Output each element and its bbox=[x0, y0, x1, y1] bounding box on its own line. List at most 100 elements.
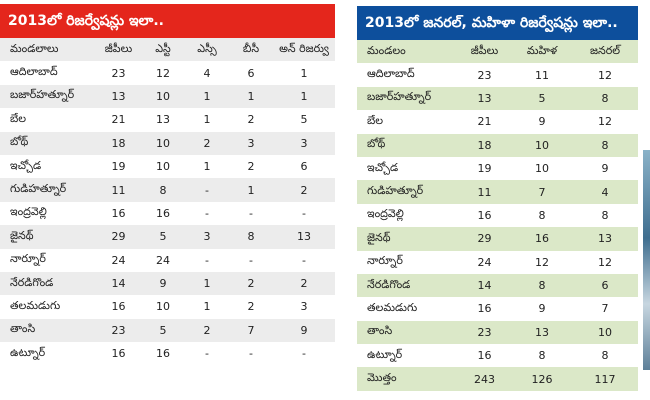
right-value-cell: 13 bbox=[535, 325, 549, 339]
left-table-row: బోథ్ 18 10 2 3 3 bbox=[0, 131, 335, 155]
left-value-cell: 16 bbox=[111, 206, 126, 220]
left-value-cell: - bbox=[302, 253, 306, 267]
right-value-cell: 6 bbox=[601, 279, 609, 293]
left-value-cell: 7 bbox=[247, 323, 255, 337]
right-value-cell: 8 bbox=[601, 91, 609, 105]
left-value-cell: 2 bbox=[247, 160, 255, 174]
left-table-row: నేరడిగొండ 14 9 1 2 2 bbox=[0, 271, 335, 296]
right-value-cell: 8 bbox=[538, 279, 546, 293]
left-value-cell: 1 bbox=[203, 300, 211, 314]
right-value-cell: 8 bbox=[538, 349, 546, 363]
right-mandal-cell: గుడిహత్నూర్ bbox=[367, 184, 424, 198]
right-mandal-cell: నార్నూర్ bbox=[367, 254, 403, 268]
left-mandal-cell: తలమడుగు bbox=[10, 298, 61, 312]
right-value-cell: 23 bbox=[477, 325, 492, 339]
left-mandal-cell: బజార్‌హత్నూర్ bbox=[10, 88, 75, 102]
left-value-cell: 10 bbox=[156, 136, 170, 150]
left-header-mandal: మండలాలు bbox=[10, 41, 59, 55]
left-value-cell: 1 bbox=[300, 89, 308, 103]
right-mandal-cell: బేల bbox=[367, 113, 384, 127]
left-value-cell: 5 bbox=[300, 113, 308, 127]
right-value-cell: 12 bbox=[598, 115, 612, 129]
right-value-cell: 10 bbox=[598, 325, 612, 339]
left-value-cell: 24 bbox=[156, 253, 170, 267]
left-table-row: ఆదిలాబాద్ 23 12 4 6 1 bbox=[0, 61, 335, 85]
right-value-cell: 16 bbox=[477, 208, 492, 222]
left-header-sc: ఎస్సీ bbox=[197, 41, 217, 55]
right-value-cell: 10 bbox=[535, 138, 549, 152]
left-value-cell: 9 bbox=[159, 277, 167, 291]
left-value-cell: - bbox=[205, 347, 209, 361]
left-value-cell: - bbox=[302, 347, 306, 361]
right-mandal-cell: ఉట్నూర్ bbox=[367, 347, 403, 361]
right-value-cell: 16 bbox=[535, 232, 549, 246]
left-header-gps: జీపీలు bbox=[104, 41, 133, 55]
right-value-cell: 126 bbox=[531, 372, 553, 386]
left-value-cell: 1 bbox=[203, 113, 211, 127]
left-value-cell: 10 bbox=[156, 300, 170, 314]
left-value-cell: 23 bbox=[111, 66, 126, 80]
right-table-row: జైనథ్ 29 16 13 bbox=[357, 227, 638, 251]
right-table-body: ఆదిలాబాద్ 23 11 12 బజార్‌హత్నూర్ 13 5 8 బేల 21 9 12… bbox=[357, 63, 638, 391]
right-mandal-cell: ఆదిలాబాద్ bbox=[367, 67, 415, 81]
left-value-cell: 1 bbox=[203, 277, 211, 291]
photo-edge-image bbox=[643, 150, 650, 370]
left-mandal-cell: నార్నూర్ bbox=[10, 252, 46, 266]
left-mandal-cell: ఆదిలాబాద్ bbox=[10, 65, 58, 79]
left-value-cell: 3 bbox=[300, 300, 308, 314]
left-value-cell: 14 bbox=[111, 277, 126, 291]
left-value-cell: 5 bbox=[159, 323, 167, 337]
right-reservations-table: మండలం జీపీలు మహిళ జనరల్ ఆదిలాబాద్ 23 11 12 బ… bbox=[357, 40, 638, 391]
right-value-cell: 12 bbox=[598, 68, 612, 82]
left-value-cell: 6 bbox=[247, 66, 255, 80]
right-value-cell: 24 bbox=[477, 255, 492, 269]
right-value-cell: 9 bbox=[601, 162, 609, 176]
right-header-general: జనరల్ bbox=[589, 43, 621, 57]
left-value-cell: 2 bbox=[203, 323, 211, 337]
right-value-cell: 8 bbox=[601, 138, 609, 152]
left-value-cell: 13 bbox=[156, 113, 170, 127]
left-value-cell: 18 bbox=[111, 136, 126, 150]
left-table-row: బజార్‌హత్నూర్ 13 10 1 1 1 bbox=[0, 84, 335, 109]
left-table-row: తాంసి 23 5 2 7 9 bbox=[0, 318, 335, 343]
right-table-row: ఆదిలాబాద్ 23 11 12 bbox=[357, 63, 638, 87]
left-value-cell: 4 bbox=[203, 66, 211, 80]
left-value-cell: 2 bbox=[300, 277, 308, 291]
right-mandal-cell: మొత్తం bbox=[367, 371, 397, 385]
left-mandal-cell: బేల bbox=[10, 111, 27, 125]
left-mandal-cell: ఇచ్చోడ bbox=[10, 158, 42, 172]
left-value-cell: 6 bbox=[300, 160, 308, 174]
left-header-st: ఎస్టీ bbox=[155, 41, 171, 55]
right-value-cell: 19 bbox=[477, 162, 492, 176]
right-value-cell: 10 bbox=[535, 162, 549, 176]
left-value-cell: 16 bbox=[111, 300, 126, 314]
right-value-cell: 243 bbox=[474, 372, 495, 386]
left-value-cell: 12 bbox=[156, 66, 170, 80]
left-value-cell: 1 bbox=[203, 160, 211, 174]
right-table-row: బేల 21 9 12 bbox=[357, 110, 638, 134]
right-value-cell: 12 bbox=[598, 255, 612, 269]
left-table-row: ఉట్నూర్ 16 16 - - - bbox=[0, 342, 335, 366]
right-table-row: నార్నూర్ 24 12 12 bbox=[357, 250, 638, 274]
right-value-cell: 8 bbox=[601, 208, 609, 222]
left-value-cell: 11 bbox=[111, 183, 126, 197]
left-table-row: గుడిహత్నూర్ 11 8 - 1 2 bbox=[0, 178, 335, 202]
right-header-gps: జీపీలు bbox=[470, 43, 499, 57]
right-header-mandal: మండలం bbox=[367, 43, 406, 57]
right-value-cell: 12 bbox=[535, 255, 549, 269]
left-value-cell: 29 bbox=[111, 230, 126, 244]
right-table-row: తలమడుగు 16 9 7 bbox=[357, 297, 638, 321]
left-value-cell: 3 bbox=[300, 136, 308, 150]
left-value-cell: 2 bbox=[247, 300, 255, 314]
left-value-cell: - bbox=[205, 183, 209, 197]
left-value-cell: 1 bbox=[247, 183, 255, 197]
left-value-cell: 2 bbox=[247, 113, 255, 127]
left-mandal-cell: తాంసి bbox=[10, 322, 36, 336]
right-value-cell: 5 bbox=[538, 91, 546, 105]
right-reservations-panel: 2013లో జనరల్, మహిళా రిజర్వేషన్లు ఇలా.. మ… bbox=[357, 0, 638, 391]
right-value-cell: 18 bbox=[477, 138, 492, 152]
left-mandal-cell: గుడిహత్నూర్ bbox=[10, 182, 67, 196]
right-table-header-row: మండలం జీపీలు మహిళ జనరల్ bbox=[357, 40, 638, 64]
left-mandal-cell: ఇంద్రవెల్లి bbox=[10, 205, 47, 219]
left-table-row: నార్నూర్ 24 24 - - - bbox=[0, 248, 335, 272]
